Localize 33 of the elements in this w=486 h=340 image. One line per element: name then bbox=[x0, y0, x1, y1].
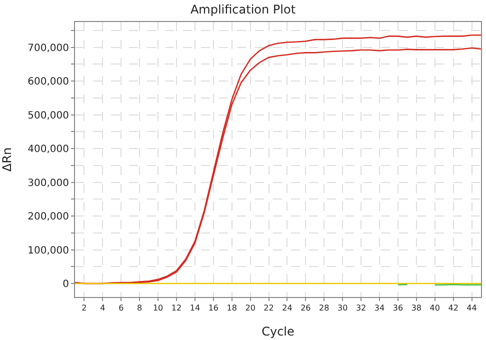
x-axis-title: Cycle bbox=[262, 324, 294, 338]
x-tick-label: 18 bbox=[226, 304, 237, 313]
x-tick-label: 14 bbox=[190, 304, 200, 313]
x-tick-label: 42 bbox=[448, 304, 458, 313]
chart-title: Amplification Plot bbox=[190, 2, 296, 16]
x-tick-label: 4 bbox=[100, 304, 106, 313]
x-tick-label: 38 bbox=[411, 304, 422, 313]
x-tick-label: 40 bbox=[430, 304, 440, 313]
x-tick-label: 34 bbox=[374, 304, 385, 313]
x-tick-label: 22 bbox=[264, 304, 274, 313]
x-tick-label: 32 bbox=[356, 304, 366, 313]
x-tick-label: 44 bbox=[466, 304, 477, 313]
x-tick-label: 20 bbox=[245, 304, 256, 313]
x-tick-label: 10 bbox=[152, 304, 164, 313]
x-tick-label: 28 bbox=[319, 304, 330, 313]
x-tick-label: 8 bbox=[137, 304, 142, 313]
y-tick-label: 300,000 bbox=[28, 178, 69, 189]
x-tick-label: 30 bbox=[337, 304, 348, 313]
y-tick-label: 600,000 bbox=[28, 76, 69, 88]
y-tick-label: 400,000 bbox=[28, 144, 69, 156]
x-tick-label: 12 bbox=[171, 304, 182, 313]
x-tick-label: 6 bbox=[118, 304, 124, 313]
y-tick-label: 700,000 bbox=[28, 42, 69, 54]
y-tick-label: 200,000 bbox=[28, 212, 69, 223]
y-tick-label: 100,000 bbox=[28, 245, 69, 256]
x-tick-label: 26 bbox=[300, 304, 311, 313]
x-tick-label: 36 bbox=[392, 304, 404, 313]
y-tick-label: 500,000 bbox=[28, 110, 69, 122]
x-tick-label: 16 bbox=[208, 304, 219, 313]
y-axis-title: ΔRn bbox=[0, 147, 14, 172]
y-tick-label: 0 bbox=[62, 279, 69, 290]
x-tick-label: 2 bbox=[82, 304, 87, 313]
x-tick-label: 24 bbox=[282, 304, 292, 313]
